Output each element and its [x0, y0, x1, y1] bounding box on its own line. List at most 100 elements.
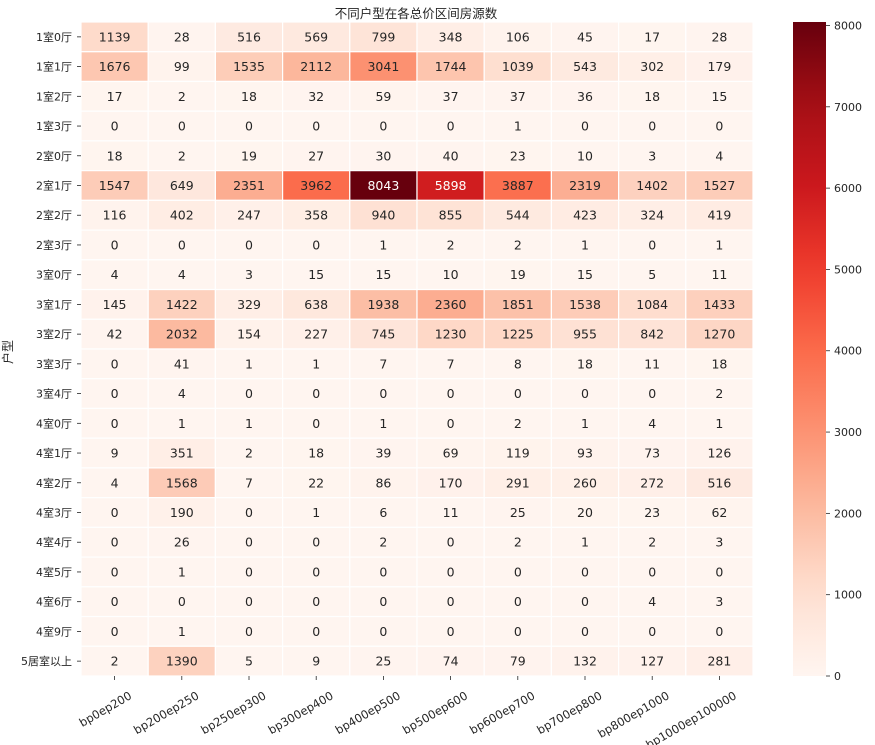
cell-value-label: 42	[107, 327, 123, 342]
heatmap-cell	[685, 199, 754, 231]
heatmap-cell	[685, 318, 754, 350]
heatmap-cell	[617, 199, 687, 231]
y-tick-label: 4室0厅	[36, 416, 72, 430]
chart-title: 不同户型在各总价区间房源数	[335, 6, 498, 21]
y-tick-label: 1室3厅	[36, 119, 72, 133]
cell-value-label: 0	[447, 386, 455, 401]
cell-value-label: 4	[715, 148, 723, 163]
heatmap-cell	[483, 378, 553, 410]
cell-value-label: 0	[312, 624, 320, 639]
cell-value-label: 745	[371, 327, 395, 342]
heatmap-cell	[685, 51, 754, 83]
cell-value-label: 25	[375, 654, 391, 669]
heatmap-cell	[416, 497, 485, 528]
y-tick-label: 3室3厅	[36, 357, 72, 371]
cell-value-label: 0	[648, 386, 656, 401]
cell-value-label: 39	[375, 446, 391, 461]
cell-value-label: 0	[178, 119, 186, 134]
cell-value-label: 45	[577, 29, 593, 44]
cell-value-label: 5	[245, 654, 253, 669]
heatmap-cell	[282, 199, 351, 231]
heatmap-cell	[282, 229, 351, 261]
cell-value-label: 11	[711, 267, 727, 282]
cell-value-label: 2360	[435, 297, 467, 312]
heatmap-cell	[147, 318, 216, 350]
cell-value-label: 3	[245, 267, 253, 282]
cell-value-label: 799	[371, 29, 395, 44]
cell-value-label: 423	[573, 208, 597, 223]
cell-value-label: 17	[644, 29, 660, 44]
heatmap-cell	[416, 199, 485, 231]
heatmap-cell	[550, 615, 620, 647]
cell-value-label: 649	[170, 178, 194, 193]
cell-value-label: 0	[581, 564, 589, 579]
x-tick-label: bp200ep250	[131, 688, 201, 737]
heatmap-cell	[147, 645, 216, 677]
cell-value-label: 69	[443, 446, 459, 461]
cell-value-label: 0	[514, 564, 522, 579]
cell-value-label: 1	[245, 356, 253, 371]
cell-value-label: 40	[443, 148, 459, 163]
cell-value-label: 940	[371, 208, 395, 223]
heatmap-cell	[685, 259, 754, 291]
heatmap-cell	[416, 110, 485, 142]
cell-value-label: 1	[581, 535, 589, 550]
cell-value-label: 0	[245, 594, 253, 609]
heatmap-cell	[617, 378, 687, 410]
heatmap-cell	[80, 288, 149, 320]
cell-value-label: 0	[379, 624, 387, 639]
cell-value-label: 93	[577, 446, 593, 461]
heatmap-cell	[80, 170, 149, 201]
heatmap-cell	[349, 288, 418, 320]
y-tick-label: 3室4厅	[36, 387, 72, 401]
cell-value-label: 3	[715, 535, 723, 550]
colorbar-tick-label: 1000	[834, 589, 862, 602]
colorbar: 0 1000 2000 3000 4000 5000 6000 7000 8000	[793, 19, 862, 683]
y-tick-label: 2室0厅	[36, 149, 72, 163]
cell-value-label: 179	[707, 59, 731, 74]
heatmap-cell	[483, 586, 553, 618]
cell-value-label: 1676	[99, 59, 131, 74]
cell-value-label: 0	[111, 356, 119, 371]
y-tick-label: 2室2厅	[36, 208, 72, 222]
heatmap-cell	[80, 586, 149, 618]
y-tick-label: 1室0厅	[36, 30, 72, 44]
heatmap-cell	[617, 51, 687, 83]
cell-value-label: 1	[581, 237, 589, 252]
cell-value-label: 0	[379, 386, 387, 401]
y-tick-label: 3室1厅	[36, 297, 72, 311]
cell-value-label: 25	[510, 505, 526, 520]
heatmap-cell	[685, 437, 754, 469]
cell-value-label: 2112	[300, 59, 332, 74]
cell-value-label: 2351	[233, 178, 265, 193]
cell-value-label: 18	[577, 356, 593, 371]
heatmap-cell	[550, 80, 620, 112]
cell-value-label: 8	[514, 356, 522, 371]
heatmap-cell	[147, 229, 216, 261]
heatmap-cell	[617, 288, 687, 320]
colorbar-tick-label: 0	[834, 670, 841, 683]
cell-value-label: 15	[375, 267, 391, 282]
heatmap-cell	[483, 467, 553, 499]
cell-value-label: 1	[178, 624, 186, 639]
colorbar-tick-label: 2000	[834, 507, 862, 520]
heatmap-cell	[550, 526, 620, 558]
heatmap-cell	[416, 378, 485, 410]
cell-value-label: 0	[178, 237, 186, 252]
heatmap-cell	[147, 140, 216, 172]
cell-value-label: 0	[514, 594, 522, 609]
heatmap-cell	[80, 645, 149, 677]
heatmap-cell	[550, 229, 620, 261]
cell-value-label: 0	[379, 119, 387, 134]
cell-value-label: 15	[711, 89, 727, 104]
heatmap-cell	[416, 21, 485, 53]
cell-value-label: 19	[241, 148, 257, 163]
colorbar-tick-label: 3000	[834, 426, 862, 439]
cell-value-label: 0	[245, 564, 253, 579]
y-tick-label: 5居室以上	[21, 654, 72, 668]
heatmap-cell	[416, 615, 485, 647]
y-tick-label: 1室1厅	[36, 60, 72, 74]
cell-value-label: 37	[443, 89, 459, 104]
